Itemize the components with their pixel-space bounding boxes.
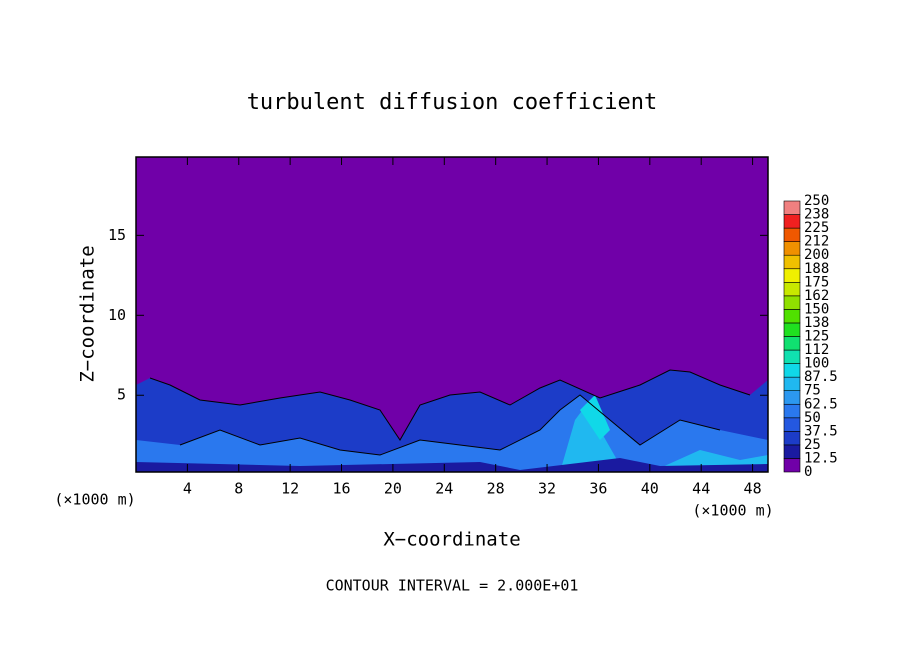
chart-title: turbulent diffusion coefficient — [247, 90, 658, 115]
x-tick-label: 44 — [692, 480, 710, 498]
x-tick-label: 16 — [332, 480, 350, 498]
x-tick-label: 40 — [641, 480, 659, 498]
colorbar-box — [783, 444, 801, 459]
x-tick-label: 8 — [234, 480, 243, 498]
colorbar-label: 225 — [804, 220, 829, 236]
y-tick-label: 15 — [108, 226, 126, 244]
colorbar-label: 25 — [804, 437, 821, 453]
contour-line — [149, 369, 751, 441]
colorbar-box — [783, 349, 801, 364]
colorbar-label: 175 — [804, 274, 829, 290]
colorbar-label: 162 — [804, 288, 829, 304]
colorbar-box — [783, 281, 801, 297]
x-unit-label: (×1000 m) — [692, 502, 773, 520]
colorbar-label: 125 — [804, 329, 829, 345]
colorbar-label: 250 — [804, 193, 829, 209]
colorbar-label: 87.5 — [804, 369, 838, 385]
y-axis-label: Z−coordinate — [77, 245, 99, 382]
x-tick-label: 12 — [281, 480, 299, 498]
colorbar-label: 238 — [804, 207, 829, 223]
field — [136, 157, 768, 472]
x-tick-label: 24 — [435, 480, 453, 498]
colorbar-box — [783, 458, 801, 473]
field-layer — [580, 395, 610, 440]
x-tick-label: 4 — [183, 480, 192, 498]
x-tick-label: 36 — [589, 480, 607, 498]
colorbar-label: 188 — [804, 261, 829, 277]
y-tick-label: 10 — [108, 306, 126, 324]
colorbar-label: 12.5 — [804, 450, 838, 466]
x-tick-label: 28 — [487, 480, 505, 498]
colorbar-box — [783, 417, 801, 432]
colorbar-box — [783, 227, 801, 242]
colorbar-label: 50 — [804, 410, 821, 426]
colorbar-box — [783, 214, 801, 229]
colorbar-box — [783, 403, 801, 419]
colorbar-label: 37.5 — [804, 423, 838, 439]
colorbar-label: 150 — [804, 301, 829, 317]
colorbar-label: 0 — [804, 464, 812, 480]
colorbar-box — [783, 376, 801, 391]
colorbar-label: 75 — [804, 383, 821, 399]
field-layer — [560, 400, 768, 472]
colorbar-box — [783, 309, 801, 324]
colorbar-label: 200 — [804, 247, 829, 263]
field-layer — [136, 458, 768, 472]
colorbar-box — [783, 268, 801, 283]
colorbar-label: 62.5 — [804, 396, 838, 412]
x-tick-label: 20 — [384, 480, 402, 498]
colorbar-box — [783, 295, 801, 310]
x-axis-label: X−coordinate — [383, 529, 520, 551]
y-tick-label: 5 — [117, 386, 126, 404]
x-tick-label: 32 — [538, 480, 556, 498]
colorbar-box — [783, 254, 801, 270]
colorbar-box — [783, 390, 801, 405]
colorbar-box — [783, 431, 801, 446]
colorbar-label: 138 — [804, 315, 829, 331]
colorbar-label: 100 — [804, 356, 829, 372]
colorbar-box — [783, 336, 801, 351]
plot-frame — [135, 156, 769, 473]
colorbar-box — [783, 200, 801, 215]
colorbar-box — [783, 363, 801, 378]
colorbar-label: 112 — [804, 342, 829, 358]
x-unit-label: (×1000 m) — [54, 491, 135, 509]
colorbar-box — [783, 241, 801, 256]
contour-line — [179, 394, 721, 456]
colorbar-box — [783, 322, 801, 337]
contour-interval-note: CONTOUR INTERVAL = 2.000E+01 — [326, 577, 579, 595]
colorbar-label: 212 — [804, 234, 829, 250]
x-tick-label: 48 — [744, 480, 762, 498]
